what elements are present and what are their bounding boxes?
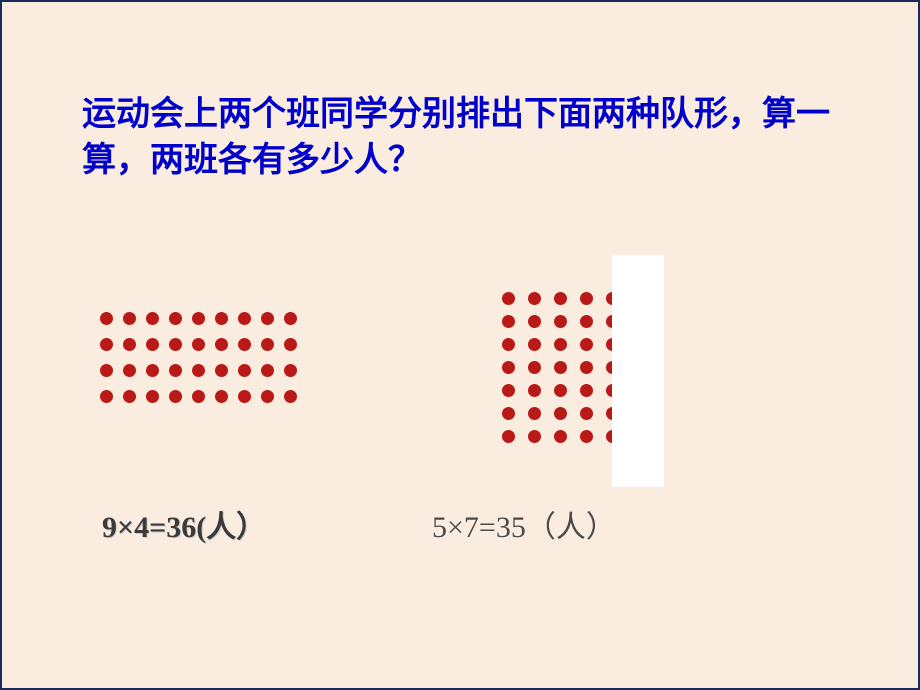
dot <box>284 364 297 377</box>
dot <box>100 364 113 377</box>
dot <box>502 407 515 420</box>
dot <box>554 292 567 305</box>
dot <box>215 390 228 403</box>
dot <box>100 338 113 351</box>
dot-row <box>100 312 307 325</box>
dot <box>284 390 297 403</box>
dot <box>528 407 541 420</box>
dot <box>528 384 541 397</box>
dot <box>238 338 251 351</box>
dot <box>580 361 593 374</box>
dot <box>192 338 205 351</box>
dot <box>192 312 205 325</box>
dot <box>502 338 515 351</box>
dot <box>215 312 228 325</box>
dot <box>192 364 205 377</box>
dot <box>528 292 541 305</box>
dot <box>284 338 297 351</box>
dot <box>528 315 541 328</box>
dot <box>146 364 159 377</box>
dot <box>580 338 593 351</box>
dot <box>261 364 274 377</box>
dot <box>554 384 567 397</box>
dot <box>554 361 567 374</box>
dot <box>100 390 113 403</box>
white-overlay-strip <box>612 255 664 487</box>
question-text: 运动会上两个班同学分别排出下面两种队形，算一算，两班各有多少人？ <box>82 92 842 184</box>
dot <box>123 338 136 351</box>
dot <box>238 390 251 403</box>
dot <box>502 315 515 328</box>
dot <box>261 312 274 325</box>
dot <box>169 338 182 351</box>
dot <box>554 315 567 328</box>
dot <box>502 361 515 374</box>
left-dot-grid <box>100 312 307 416</box>
dot <box>528 338 541 351</box>
dot <box>146 338 159 351</box>
dot <box>554 338 567 351</box>
dot <box>169 312 182 325</box>
dot-row <box>100 390 307 403</box>
dot-row <box>100 338 307 351</box>
dot <box>502 430 515 443</box>
dot <box>169 364 182 377</box>
dot <box>580 430 593 443</box>
dot <box>528 430 541 443</box>
dot-row <box>100 364 307 377</box>
dot <box>238 364 251 377</box>
dot <box>169 390 182 403</box>
dot <box>261 338 274 351</box>
dot <box>528 361 541 374</box>
dot <box>580 407 593 420</box>
dot <box>238 312 251 325</box>
dot <box>502 384 515 397</box>
dot <box>580 384 593 397</box>
dot <box>502 292 515 305</box>
dot <box>580 292 593 305</box>
dot <box>554 407 567 420</box>
dot <box>284 312 297 325</box>
dot <box>100 312 113 325</box>
dot <box>215 338 228 351</box>
dot <box>123 364 136 377</box>
right-caption: 5×7=35（人） <box>432 502 616 546</box>
left-caption: 9×4=36(人） <box>102 502 266 546</box>
dot <box>261 390 274 403</box>
dot <box>192 390 205 403</box>
dot <box>123 312 136 325</box>
dot <box>580 315 593 328</box>
dot <box>146 312 159 325</box>
dot <box>215 364 228 377</box>
dot <box>554 430 567 443</box>
dot <box>146 390 159 403</box>
dot <box>123 390 136 403</box>
